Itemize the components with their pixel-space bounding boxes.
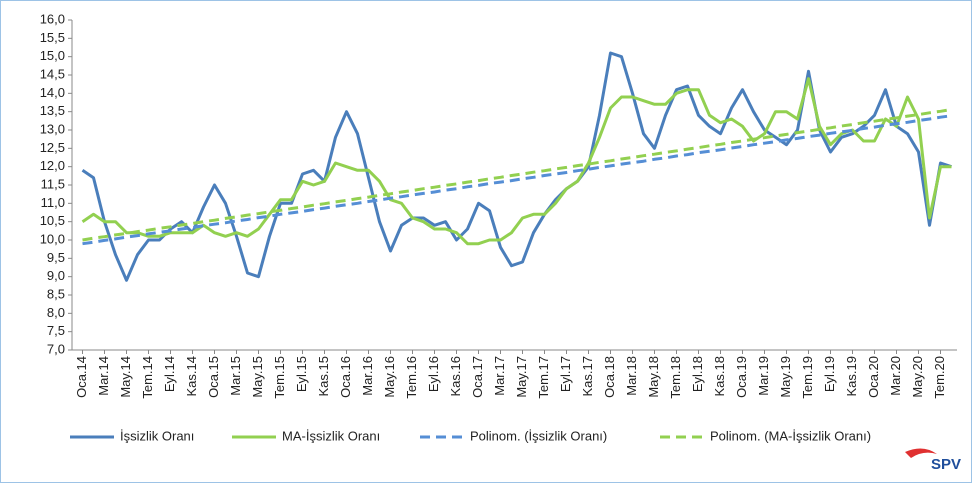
x-tick-label: May.16 — [382, 356, 397, 398]
logo-swoosh — [905, 448, 937, 458]
x-tick-label: Mar.14 — [96, 356, 111, 396]
trend-line — [82, 108, 952, 242]
x-tick-label: Eyl.14 — [162, 356, 177, 392]
x-tick-label: Mar.15 — [228, 356, 243, 396]
x-tick-label: Oca.18 — [602, 356, 617, 398]
y-tick-label: 10,0 — [40, 231, 65, 246]
x-tick-label: Kas.17 — [580, 356, 595, 396]
y-tick-label: 16,0 — [40, 11, 65, 26]
x-tick-label: May.17 — [514, 356, 529, 398]
legend-label: İşsizlik Oranı — [120, 428, 194, 443]
x-tick-label: Oca.15 — [206, 356, 221, 398]
x-tick-label: Eyl.16 — [426, 356, 441, 392]
legend-label: Polinom. (İşsizlik Oranı) — [470, 428, 607, 443]
x-tick-label: Kas.18 — [712, 356, 727, 396]
x-tick-label: Eyl.18 — [690, 356, 705, 392]
x-tick-label: Tem.20 — [932, 356, 947, 399]
y-tick-label: 9,5 — [47, 250, 65, 265]
y-tick-label: 11,5 — [41, 176, 65, 191]
x-tick-label: Oca.16 — [338, 356, 353, 398]
y-tick-label: 13,5 — [40, 103, 65, 118]
y-tick-label: 13,0 — [40, 121, 65, 136]
y-tick-label: 15,5 — [40, 30, 65, 45]
y-tick-label: 12,5 — [40, 140, 65, 155]
y-tick-label: 8,0 — [47, 305, 65, 320]
y-tick-label: 10,5 — [40, 213, 65, 228]
x-tick-label: Oca.19 — [734, 356, 749, 398]
x-tick-label: Eyl.17 — [558, 356, 573, 392]
y-tick-label: 12,0 — [40, 158, 65, 173]
x-tick-label: Tem.18 — [668, 356, 683, 399]
x-tick-label: Mar.17 — [492, 356, 507, 396]
x-tick-label: Mar.20 — [888, 356, 903, 396]
x-tick-label: Kas.16 — [448, 356, 463, 396]
y-tick-label: 7,5 — [47, 323, 65, 338]
x-tick-label: May.15 — [250, 356, 265, 398]
y-tick-label: 9,0 — [47, 268, 65, 283]
x-tick-label: Mar.18 — [624, 356, 639, 396]
x-tick-label: Mar.19 — [756, 356, 771, 396]
x-tick-label: Tem.19 — [800, 356, 815, 399]
y-tick-label: 8,5 — [47, 286, 65, 301]
x-tick-label: Mar.16 — [360, 356, 375, 396]
x-tick-label: Tem.17 — [536, 356, 551, 399]
x-tick-label: May.20 — [910, 356, 925, 398]
x-tick-label: Eyl.15 — [294, 356, 309, 392]
x-tick-label: Oca.20 — [866, 356, 881, 398]
y-tick-label: 14,5 — [40, 66, 65, 81]
x-tick-label: Tem.15 — [272, 356, 287, 399]
legend-label: Polinom. (MA-İşsizlik Oranı) — [710, 428, 871, 443]
x-tick-label: Tem.16 — [404, 356, 419, 399]
x-tick-label: May.19 — [778, 356, 793, 398]
x-tick-label: Kas.19 — [844, 356, 859, 396]
y-tick-label: 11,0 — [41, 195, 65, 210]
y-tick-label: 14,0 — [40, 85, 65, 100]
series-line — [81, 77, 952, 246]
x-tick-label: May.14 — [118, 356, 133, 398]
logo: SPV — [931, 456, 961, 473]
y-tick-label: 15,0 — [40, 48, 65, 63]
x-tick-label: May.18 — [646, 356, 661, 398]
legend-label: MA-İşsizlik Oranı — [282, 428, 380, 443]
x-tick-label: Eyl.19 — [822, 356, 837, 392]
x-tick-label: Oca.14 — [74, 356, 89, 398]
y-tick-label: 7,0 — [47, 341, 65, 356]
x-tick-label: Oca.17 — [470, 356, 485, 398]
x-tick-label: Kas.15 — [316, 356, 331, 396]
trend-line — [82, 114, 952, 246]
x-tick-label: Tem.14 — [140, 356, 155, 399]
x-tick-label: Kas.14 — [184, 356, 199, 396]
